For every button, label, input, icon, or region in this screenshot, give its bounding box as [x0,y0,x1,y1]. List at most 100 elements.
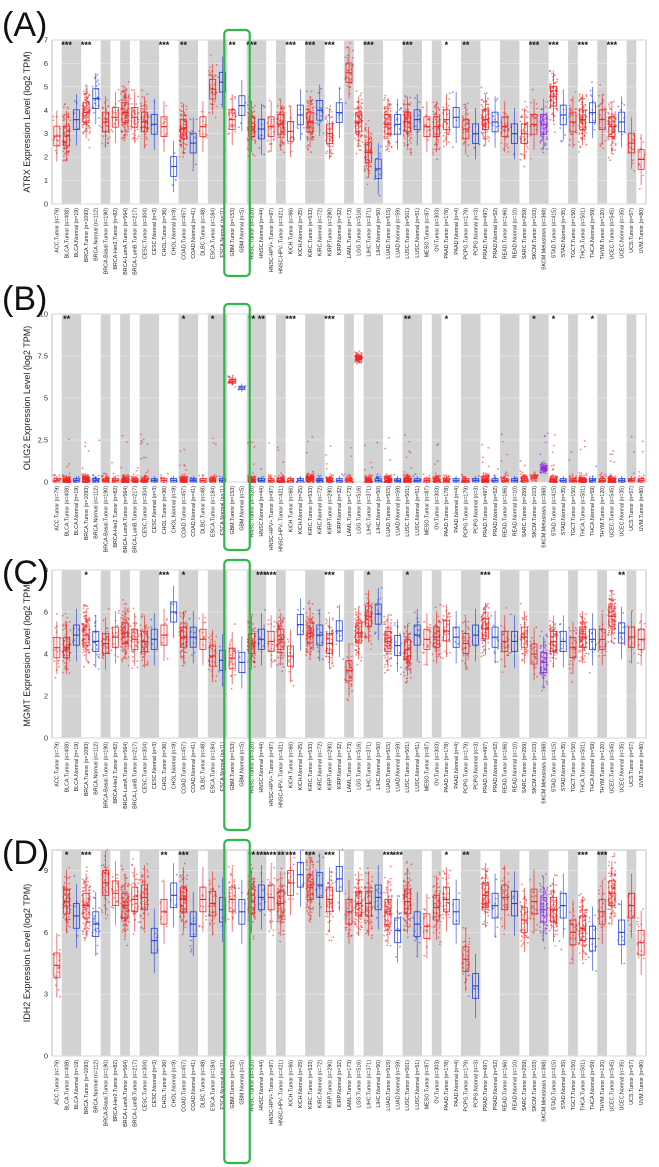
y-axis-label: OLIG2 Expression Level (log2 TPM) [22,326,32,470]
data-point [56,139,59,142]
y-tick-label: 3 [44,129,48,138]
data-point [123,104,125,107]
x-tick-label: BLCA.Tumor (n=408) [64,208,70,259]
data-point [145,136,148,139]
data-point [86,113,89,116]
data-point [102,472,105,475]
data-point [327,145,330,148]
data-point [254,478,257,481]
data-point [583,135,586,138]
data-point [361,134,363,137]
group-shade [529,40,549,204]
data-point [142,115,145,118]
data-point [542,151,545,154]
x-tick-label: KIRP.Tumor (n=290) [327,208,333,256]
data-point [105,473,108,476]
x-tick-label: BRCA-LumA.Tumor (n=564) [123,208,129,275]
data-point [214,74,217,77]
data-point [329,137,332,140]
significance-label: * [445,40,449,50]
data-point [183,113,186,116]
data-point [260,123,263,126]
data-point [488,140,490,142]
data-point [349,446,352,449]
data-point [229,125,232,127]
data-point [366,183,369,186]
data-point [621,133,623,136]
data-point [364,170,366,173]
data-point [504,474,507,477]
significance-label: ** [229,40,237,50]
data-point [504,473,507,476]
data-point [384,94,387,97]
data-point [597,105,600,108]
data-point [84,441,87,444]
data-point [122,475,124,477]
data-point [281,131,283,133]
data-point [608,105,611,108]
data-point [93,111,95,114]
data-point [405,126,407,128]
data-point [95,85,98,87]
data-point [403,102,405,105]
data-point [283,141,285,144]
data-point [409,96,412,99]
data-point [383,137,386,140]
data-point [53,473,56,476]
data-point [437,120,440,123]
data-point [306,139,309,141]
data-point [63,114,66,116]
data-point [395,111,398,114]
data-point [181,131,184,134]
data-point [553,82,556,84]
data-point [438,113,441,116]
data-point [376,475,379,478]
data-point [462,116,464,119]
x-tick-label: THCA.Normal (n=59) [590,208,596,258]
data-point [524,100,526,103]
data-point [101,475,104,478]
data-point [487,103,490,106]
data-point [365,156,368,159]
data-point [534,124,537,127]
data-point [228,132,231,135]
data-point [388,436,390,439]
data-point [442,134,445,137]
data-point [63,147,65,150]
data-point [551,72,553,75]
data-point [361,141,364,144]
data-point [301,133,303,135]
y-tick-label: 4 [44,106,48,115]
data-point [329,116,332,119]
data-point [412,475,415,478]
data-point [319,120,322,123]
data-point [268,442,271,445]
data-point [408,134,411,137]
data-point [251,112,253,115]
data-point [133,89,135,91]
data-point [368,169,371,172]
data-point [212,442,215,444]
data-point [86,92,89,95]
data-point [406,148,409,151]
data-point [534,473,537,476]
data-point [296,125,299,128]
data-point [500,433,503,436]
data-point [344,473,347,476]
data-point [190,476,192,479]
data-point [126,441,128,443]
data-point [144,144,147,146]
data-point [383,107,386,109]
data-point [403,135,405,137]
data-point [556,80,558,83]
data-point [383,99,386,101]
data-point [185,468,187,471]
data-point [544,127,547,130]
data-point [379,475,382,478]
data-point [447,104,450,107]
data-point [82,130,85,133]
data-point [132,136,135,139]
data-point [483,100,486,103]
data-point [306,473,309,476]
data-point [84,473,87,475]
